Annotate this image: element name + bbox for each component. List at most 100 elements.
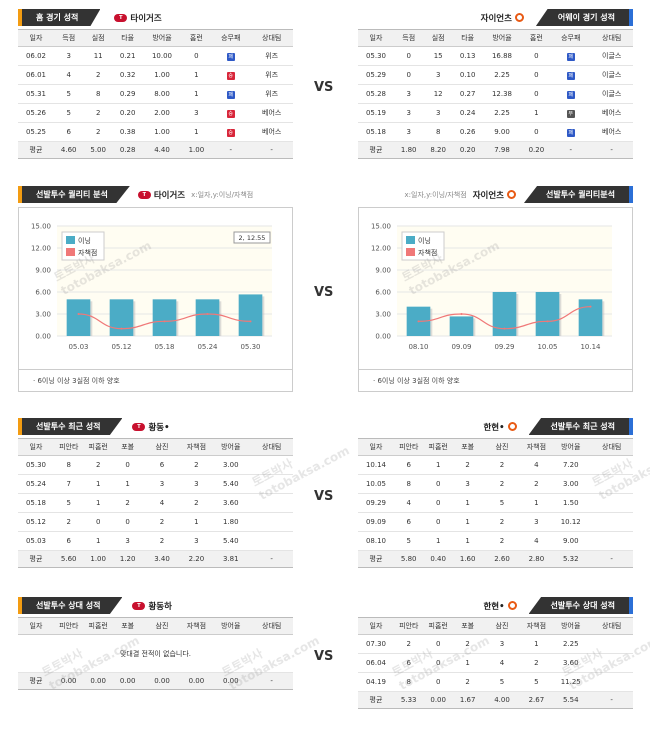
line-point xyxy=(206,313,209,315)
table-cell: 2 xyxy=(452,672,483,692)
bar xyxy=(535,292,560,336)
table-cell: 2 xyxy=(394,634,424,654)
table-cell: 09.09 xyxy=(358,512,394,532)
away-record-header: 자이언츠 어웨이 경기 성적 xyxy=(358,9,633,26)
left-quality-header: 선발투수 퀄리티 분석 T 타이거즈 x:일자,y:이닝/자책점 xyxy=(18,186,293,203)
table-cell: 3 xyxy=(181,531,212,551)
table-cell: 3 xyxy=(482,634,522,654)
table-cell: 3 xyxy=(54,46,84,66)
table-cell: 12 xyxy=(423,84,453,104)
table-cell: 11 xyxy=(83,46,113,66)
column-header: 방어율 xyxy=(211,438,251,456)
x-tick-label: 09.09 xyxy=(451,343,471,351)
average-cell: 5.80 xyxy=(394,550,424,568)
column-header: 타율 xyxy=(112,29,143,47)
table-cell: 6 xyxy=(54,122,84,142)
table-cell: 위즈 xyxy=(250,65,293,85)
table-cell: 6 xyxy=(394,455,424,475)
left-pitcher-recent-table: 일자 피안타 피홈런 포볼 삼진 자책점 방어율 상대팀 05.30 8 2 0 6 2 3.00 05.24… xyxy=(18,438,293,568)
average-cell: - xyxy=(590,141,633,159)
table-cell: 4 xyxy=(54,65,84,85)
x-tick-label: 05.24 xyxy=(197,343,218,351)
x-tick-label: 10.05 xyxy=(537,343,557,351)
table-cell: 2 xyxy=(521,653,552,673)
column-header: 방어율 xyxy=(211,617,251,635)
table-cell: 05.03 xyxy=(18,531,54,551)
table-cell: 0 xyxy=(521,65,552,85)
y-tick-label: 3.00 xyxy=(375,311,391,319)
table-cell: 08.10 xyxy=(358,531,394,551)
right-quality-team: 자이언츠 xyxy=(473,189,516,201)
y-tick-label: 0.00 xyxy=(375,333,391,341)
tigers-logo-icon: T xyxy=(132,601,146,610)
table-cell: 1 xyxy=(452,512,483,532)
result-cell: 승 xyxy=(211,122,251,142)
table-cell: 2 xyxy=(112,493,143,513)
bar xyxy=(578,299,603,336)
column-header: 타율 xyxy=(452,29,483,47)
result-badge: 승 xyxy=(226,71,235,80)
column-header: 방어율 xyxy=(482,29,522,47)
table-cell: 베어스 xyxy=(250,122,293,142)
bar xyxy=(195,299,220,336)
table-cell xyxy=(590,672,633,692)
average-cell: 0.00 xyxy=(54,672,84,690)
table-cell: 0.27 xyxy=(452,84,483,104)
table-cell: 05.19 xyxy=(358,103,394,123)
table-cell: 05.18 xyxy=(18,493,54,513)
bar xyxy=(492,292,517,336)
table-cell: 1 xyxy=(521,103,552,123)
average-cell: 2.80 xyxy=(521,550,552,568)
table-cell: 2 xyxy=(83,122,113,142)
table-cell: 1 xyxy=(423,531,453,551)
table-cell: 0 xyxy=(83,512,113,532)
table-row: 06.01 4 2 0.32 1.00 1 승 위즈 xyxy=(18,65,293,85)
legend-label: 이닝 xyxy=(418,236,431,245)
table-cell: 3 xyxy=(181,103,212,123)
right-pitcher-recent-title: 선발투수 최근 성적 xyxy=(528,418,633,435)
right-pitcher-name: 한현• xyxy=(483,421,517,433)
bar xyxy=(66,299,91,336)
average-cell: 4.00 xyxy=(482,691,522,709)
average-cell: - xyxy=(590,550,633,568)
vs-label: VS xyxy=(314,649,334,664)
table-cell: 9.00 xyxy=(482,122,522,142)
average-cell: 1.20 xyxy=(112,550,143,568)
table-row: 05.26 5 2 0.20 2.00 3 승 베어스 xyxy=(18,103,293,123)
result-badge: 무 xyxy=(566,109,575,118)
column-header: 방어율 xyxy=(551,438,591,456)
table-cell: 12.38 xyxy=(482,84,522,104)
table-cell: 2.25 xyxy=(482,65,522,85)
table-cell: 0 xyxy=(521,46,552,66)
average-cell: 평균 xyxy=(358,550,394,568)
table-cell xyxy=(250,455,293,475)
legend-label: 이닝 xyxy=(78,236,91,245)
average-cell: 0.20 xyxy=(521,141,552,159)
result-badge: 패 xyxy=(566,52,575,61)
left-axis-note: x:일자,y:이닝/자책점 xyxy=(191,190,254,199)
result-badge: 패 xyxy=(566,90,575,99)
average-cell: 1.80 xyxy=(394,141,424,159)
average-cell: 2.60 xyxy=(482,550,522,568)
line-point xyxy=(249,320,252,323)
table-cell: 3 xyxy=(394,84,424,104)
average-cell: 0.20 xyxy=(452,141,483,159)
table-cell: 05.28 xyxy=(358,84,394,104)
table-cell: 1.00 xyxy=(142,65,182,85)
table-cell: 2 xyxy=(521,474,552,494)
table-cell xyxy=(590,531,633,551)
table-cell: 0 xyxy=(423,493,453,513)
result-badge: 승 xyxy=(226,109,235,118)
table-cell: 10.00 xyxy=(142,46,182,66)
table-cell: 0 xyxy=(112,455,143,475)
table-cell: 2 xyxy=(83,65,113,85)
right-quality-header: x:일자,y:이닝/자책점 자이언츠 선발투수 퀄리티분석 xyxy=(358,186,633,203)
average-cell: 0.28 xyxy=(112,141,143,159)
home-record-title: 홈 경기 성적 xyxy=(18,9,101,26)
table-cell: 2.25 xyxy=(551,634,591,654)
result-cell: 승 xyxy=(211,103,251,123)
column-header: 실점 xyxy=(83,29,113,47)
table-cell: 6 xyxy=(394,512,424,532)
table-cell: 06.02 xyxy=(18,46,54,66)
bar xyxy=(449,316,474,336)
